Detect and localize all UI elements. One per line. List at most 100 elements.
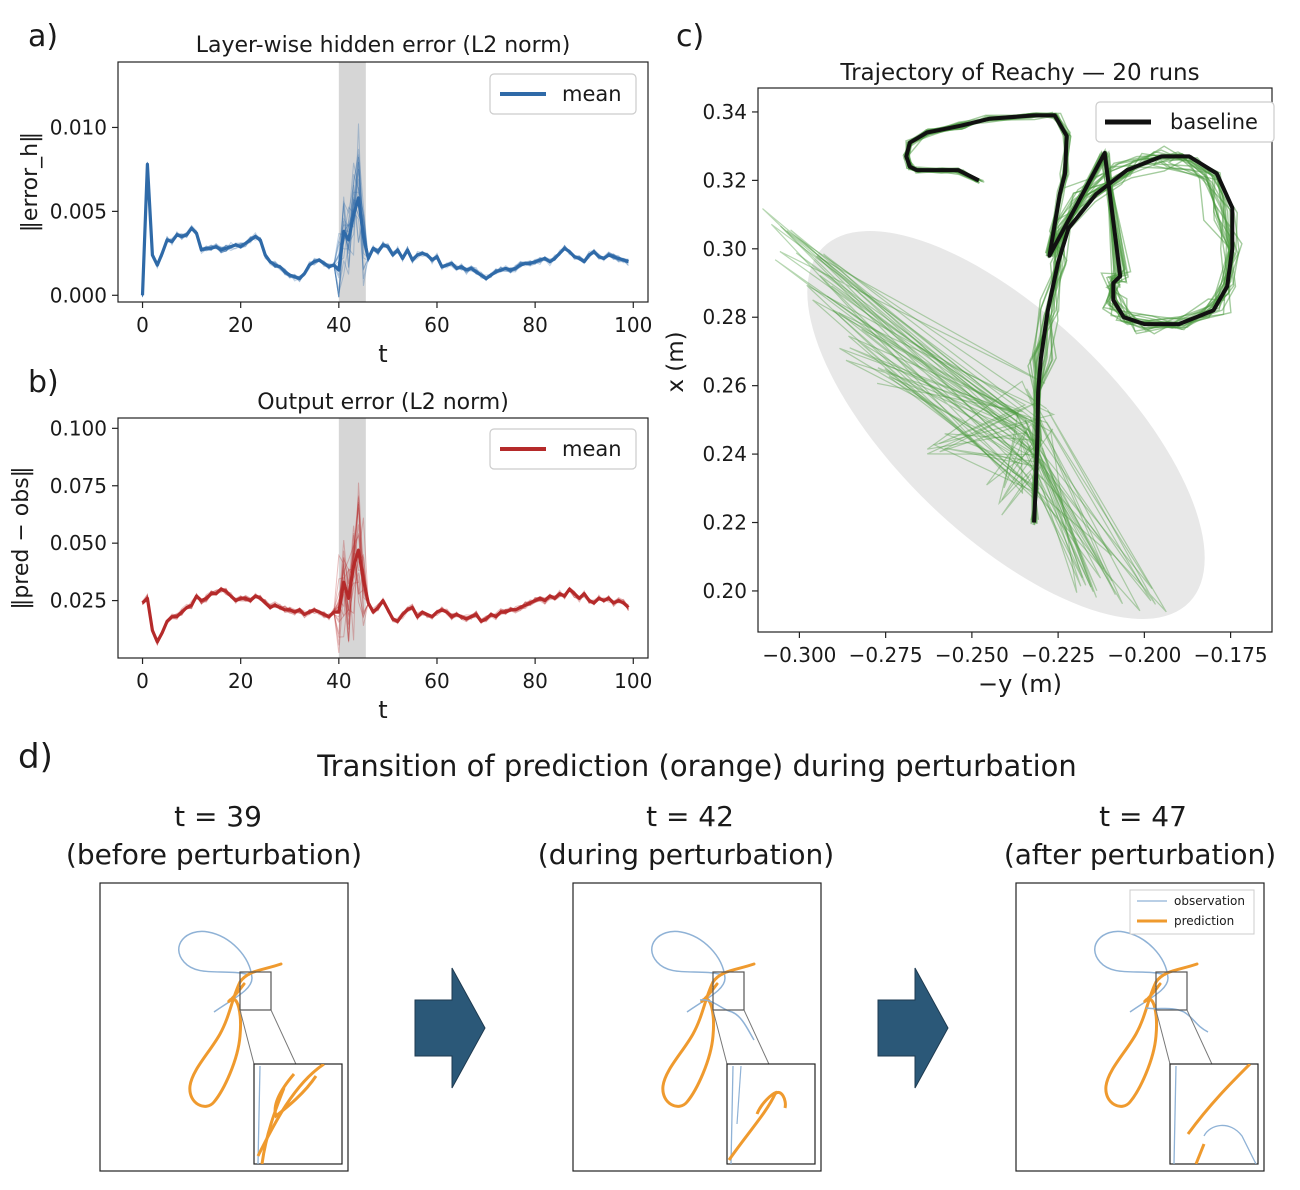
panel-b-label: b) [28, 365, 59, 400]
run-line [142, 164, 629, 296]
run-line [142, 533, 629, 642]
snapshot-2-time: t = 42 [646, 800, 734, 833]
run-perturbation [790, 229, 1034, 491]
inset-prediction [256, 1064, 325, 1157]
panel-a-label: a) [28, 19, 58, 54]
chart-c-xtick-label: −0.225 [1021, 643, 1095, 667]
run-line [142, 162, 629, 298]
snapshot-3-time: t = 47 [1099, 800, 1187, 833]
chart-c-ytick-label: 0.32 [702, 168, 747, 192]
chart-b-ticks: 0 20 40 60 80 100 0.025 0.050 0.075 0.100 [50, 416, 653, 693]
chart-c-ytick-label: 0.24 [702, 442, 747, 466]
chart-a-xtick-label: 80 [522, 313, 547, 337]
chart-b-ytick-label: 0.025 [50, 589, 107, 613]
inset-prediction [273, 1073, 318, 1119]
inset-prediction [1186, 1064, 1252, 1135]
observation-trace [178, 930, 253, 1013]
zoom-box [239, 971, 272, 1011]
chart-b-legend: mean [489, 428, 637, 470]
run-perturbation [849, 347, 1082, 587]
mean-line [141, 548, 630, 644]
chart-b-ytick-label: 0.050 [50, 531, 107, 555]
snapshot-1-plot [99, 882, 349, 1172]
legend-prediction-label: prediction [1174, 914, 1234, 928]
chart-b-ylabel: ‖pred − obs‖ [9, 466, 34, 609]
run-perturbation [806, 284, 1039, 499]
chart-b-xtick-label: 20 [228, 669, 253, 693]
chart-a-ytick-label: 0.010 [50, 115, 107, 139]
chart-c-ytick-label: 0.20 [702, 579, 747, 603]
run-line [142, 497, 629, 646]
chart-a-frame [117, 61, 649, 303]
panel-d-label: d) [18, 737, 53, 777]
snapshot-3-legend: observation prediction [1129, 889, 1255, 935]
inset-observation [1203, 1124, 1257, 1164]
snapshot-traces [651, 930, 756, 1108]
chart-c-legend-label: baseline [1170, 110, 1258, 134]
snapshot-1-caption: (before perturbation) [66, 838, 362, 871]
chart-c-xtick-label: −0.275 [849, 643, 923, 667]
chart-a-xtick-label: 0 [136, 313, 149, 337]
observation-perturbed-trace [699, 999, 755, 1041]
run-perturbation [1016, 388, 1152, 605]
mean-line [140, 162, 629, 296]
arrow-right-icon [877, 967, 949, 1089]
run-perturbation [1020, 419, 1141, 612]
chart-b-ytick-label: 0.100 [50, 416, 107, 440]
run-perturbation [770, 223, 1105, 588]
chart-c-ticks: −0.300 −0.275 −0.250 −0.225 −0.200 −0.175 0.20… [702, 100, 1267, 667]
run-perturbation [795, 252, 1054, 501]
run-perturbation [838, 312, 1041, 506]
chart-c-frame [757, 87, 1273, 633]
chart-b-xtick-label: 80 [522, 669, 547, 693]
chart-b-xtick-label: 100 [614, 669, 652, 693]
inset-traces [727, 1065, 787, 1164]
run-line [142, 162, 629, 295]
chart-a-ylabel: ‖error_h‖ [18, 132, 43, 232]
panel-c-label: c) [676, 19, 704, 54]
inset-frame [726, 1063, 816, 1165]
chart-b-mean-group [141, 548, 630, 644]
run-line [142, 164, 629, 295]
run-line [142, 162, 629, 298]
prediction-trace [661, 962, 756, 1108]
inset-prediction [260, 1087, 286, 1164]
run-line [142, 507, 629, 644]
chart-c-ytick-label: 0.34 [702, 100, 747, 124]
chart-a-xtick-label: 100 [614, 313, 652, 337]
run-perturbation [779, 250, 1087, 586]
chart-a-ytick-label: 0.005 [50, 199, 107, 223]
chart-c-title: Trajectory of Reachy — 20 runs [839, 60, 1199, 86]
snapshot-3-caption: (after perturbation) [1004, 838, 1276, 871]
run-line [142, 165, 629, 295]
inset-observation [257, 1065, 261, 1164]
chart-c-xtick-label: −0.175 [1194, 643, 1268, 667]
chart-a-title: Layer-wise hidden error (L2 norm) [196, 33, 571, 58]
run-perturbation [848, 335, 1102, 579]
run-line [142, 164, 629, 293]
chart-c-ytick-label: 0.26 [702, 374, 747, 398]
chart-a-legend-label: mean [562, 82, 622, 106]
chart-c-legend: baseline [1095, 101, 1275, 143]
chart-c-ytick-label: 0.22 [702, 511, 747, 535]
arrow-right-icon [414, 967, 486, 1089]
chart-b-frame [117, 417, 649, 659]
run-line [142, 157, 629, 298]
run-perturbation [832, 309, 1056, 493]
run-perturbation [812, 253, 1043, 488]
chart-a-legend: mean [489, 73, 637, 115]
run-line [142, 162, 629, 297]
run-line [142, 165, 629, 296]
snapshot-traces [1094, 930, 1199, 1108]
run-perturbation [826, 295, 1078, 593]
baseline-line [904, 113, 1235, 523]
chart-b-runs [142, 482, 629, 654]
observation-trace [1094, 930, 1169, 1013]
chart-c-ytick-label: 0.28 [702, 305, 747, 329]
inset-traces [256, 1064, 325, 1164]
run-line [142, 524, 629, 646]
chart-a-ytick-label: 0.000 [50, 283, 107, 307]
chart-c-baseline-group [904, 113, 1235, 523]
run-line [142, 502, 629, 642]
run-line [142, 525, 629, 643]
